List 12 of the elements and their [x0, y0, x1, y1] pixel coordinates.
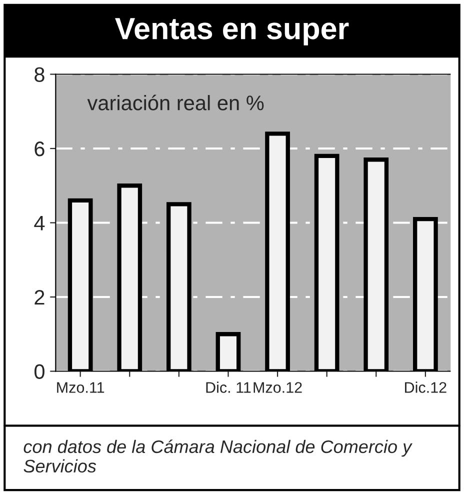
- x-tick-label: Mzo.11: [57, 382, 104, 393]
- text: con datos de la Cámara Nacional de Comercio y Servicios: [24, 440, 412, 473]
- y-tick-label: 2: [34, 290, 44, 305]
- x-tick-label: Dic. 11: [206, 382, 251, 393]
- chart-title: Ventas en super: [115, 18, 349, 46]
- annotation: variación real en %: [87, 94, 264, 110]
- y-tick-label: 4: [34, 216, 45, 230]
- x-tick-label: Mzo.12: [254, 382, 302, 393]
- y-tick-label: 8: [34, 67, 44, 82]
- x-tick-label: Dic.12: [405, 382, 446, 393]
- y-tick-label: 6: [34, 142, 44, 156]
- y-tick-label: 0: [34, 364, 44, 380]
